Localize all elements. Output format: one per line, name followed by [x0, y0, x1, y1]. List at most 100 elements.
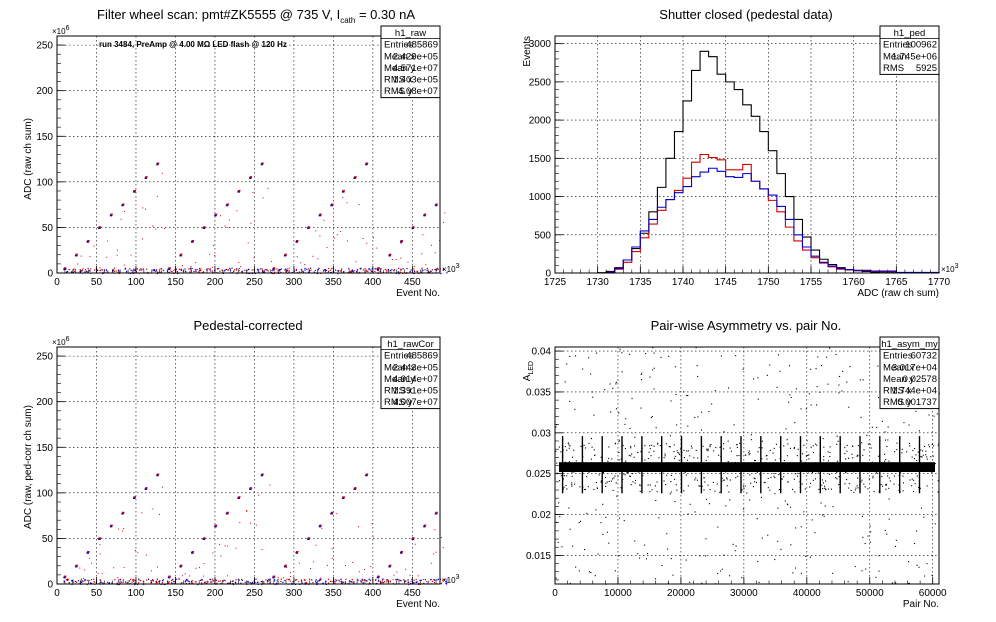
scatter-point — [360, 581, 362, 583]
x-tick-label: 450 — [404, 277, 421, 288]
scatter-point — [582, 368, 584, 370]
scatter-point — [568, 444, 570, 446]
scatter-point — [602, 472, 604, 474]
stats-row-value: 4.007e+07 — [393, 397, 438, 408]
scatter-point — [131, 271, 133, 273]
scatter-point — [85, 270, 88, 272]
scatter-point — [766, 374, 768, 376]
histogram-series-0 — [555, 50, 939, 274]
scatter-point — [362, 579, 364, 581]
stats-row-label: Mean x — [384, 362, 415, 373]
scatter-point — [288, 270, 290, 272]
scatter-point — [612, 478, 614, 480]
scatter-point — [168, 576, 171, 579]
scatter-point — [898, 484, 900, 486]
scatter-point — [397, 267, 400, 269]
scatter-point — [676, 489, 678, 491]
scatter-point — [375, 579, 377, 581]
scatter-point — [767, 534, 769, 536]
panel4-x-label: Pair No. — [903, 599, 939, 610]
scatter-point — [624, 423, 626, 425]
scatter-point — [159, 513, 160, 515]
scatter-point — [323, 270, 325, 272]
scatter-point — [789, 394, 791, 396]
scatter-point — [353, 488, 356, 490]
scatter-point — [160, 271, 162, 273]
scatter-point — [122, 581, 125, 583]
scatter-point — [80, 270, 82, 272]
scatter-point — [578, 522, 580, 524]
scatter-point — [232, 580, 234, 582]
scatter-point — [708, 503, 710, 505]
scatter-point — [394, 269, 395, 271]
scatter-point — [201, 578, 203, 581]
scatter-point — [210, 581, 212, 583]
scatter-point — [697, 375, 699, 377]
scatter-point — [179, 254, 181, 257]
scatter-point — [614, 475, 616, 477]
scatter-point — [355, 261, 357, 263]
scatter-point — [192, 552, 194, 554]
scatter-point — [276, 582, 278, 584]
scatter-point — [262, 271, 264, 273]
scatter-point — [862, 536, 864, 538]
scatter-point — [212, 552, 214, 554]
scatter-point — [290, 576, 292, 577]
scatter-point — [152, 508, 154, 510]
scatter-point — [224, 545, 226, 547]
scatter-point — [912, 468, 914, 470]
scatter-point — [359, 271, 361, 273]
scatter-point — [381, 580, 384, 582]
scatter-point — [846, 479, 848, 481]
scatter-point — [76, 581, 78, 583]
scatter-point — [320, 524, 322, 527]
y-tick-label: 2000 — [529, 116, 552, 127]
stats-row-value: 5925 — [916, 63, 937, 74]
scatter-point — [138, 582, 140, 584]
scatter-point — [434, 512, 437, 515]
scatter-point — [182, 575, 184, 577]
scatter-point — [649, 448, 651, 450]
scatter-point — [423, 525, 425, 528]
scatter-point — [121, 512, 123, 515]
scatter-point — [433, 579, 435, 581]
scatter-point — [403, 579, 405, 581]
scatter-point — [444, 578, 446, 580]
scatter-point — [63, 581, 65, 583]
scatter-point — [795, 567, 797, 569]
scatter-point — [134, 189, 136, 192]
scatter-point — [378, 575, 380, 578]
x-tick-label: 1745 — [715, 277, 738, 288]
scatter-point — [215, 579, 217, 581]
scatter-point — [284, 253, 286, 256]
scatter-point — [566, 449, 568, 451]
scatter-point — [236, 268, 238, 270]
scatter-point — [263, 271, 265, 273]
scatter-point — [642, 475, 644, 477]
scatter-point — [83, 577, 85, 579]
scatter-point — [717, 572, 719, 574]
scatter-point — [675, 393, 677, 395]
scatter-point — [685, 474, 687, 476]
scatter-point — [146, 579, 148, 581]
scatter-point — [158, 581, 160, 583]
stats-row-label: Mean — [883, 51, 907, 62]
scatter-point — [814, 532, 816, 534]
scatter-point — [748, 454, 750, 456]
x-tick-label: 0 — [552, 588, 558, 599]
scatter-point — [96, 269, 98, 272]
scatter-point — [826, 469, 828, 471]
scatter-point — [434, 579, 436, 581]
scatter-point — [244, 269, 246, 271]
scatter-point — [180, 253, 183, 256]
scatter-point — [584, 488, 586, 490]
scatter-point — [156, 162, 159, 165]
scatter-point — [312, 255, 314, 257]
scatter-point — [683, 490, 685, 492]
scatter-point — [571, 466, 573, 468]
scatter-point — [319, 213, 321, 216]
scatter-point — [313, 561, 315, 563]
scatter-point — [606, 481, 608, 483]
scatter-point — [368, 578, 370, 580]
scatter-point — [659, 445, 661, 447]
